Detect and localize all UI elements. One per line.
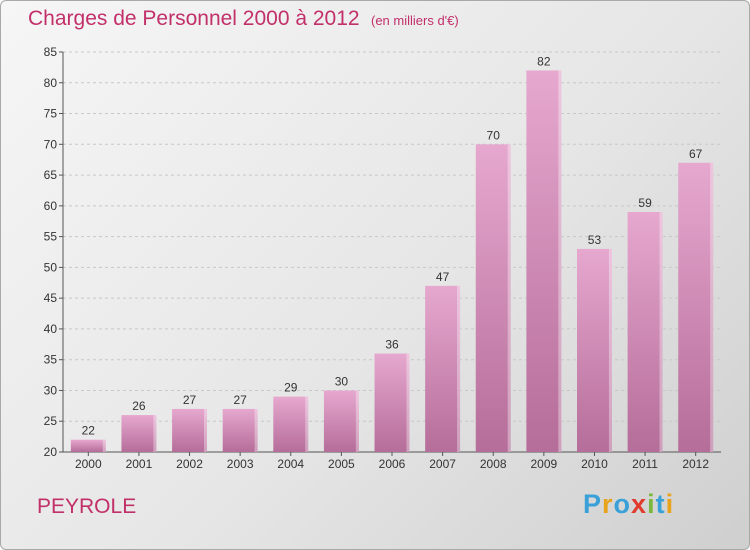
bar-highlight — [507, 144, 511, 453]
bar-highlight — [153, 415, 157, 452]
bar — [678, 162, 714, 452]
logo-letter: P — [583, 489, 603, 519]
bar — [222, 408, 258, 452]
bar-value-label: 27 — [183, 393, 197, 407]
bar-value-label: 22 — [82, 424, 96, 438]
bar — [526, 70, 562, 452]
x-tick-label: 2010 — [581, 457, 608, 471]
bar-value-label: 47 — [436, 270, 450, 284]
x-tick-label: 2012 — [682, 457, 709, 471]
x-tick-label: 2003 — [227, 457, 254, 471]
bar — [425, 285, 461, 452]
bar-value-label: 29 — [284, 381, 298, 395]
bar — [627, 212, 663, 452]
bar-value-label: 70 — [487, 128, 501, 142]
bar-highlight — [558, 70, 562, 452]
bar-highlight — [608, 248, 612, 452]
bar-highlight — [254, 408, 258, 452]
chart-title: Charges de Personnel 2000 à 2012 — [28, 7, 360, 30]
bar — [121, 415, 157, 452]
chart-subtitle: (en milliers d'€) — [371, 13, 459, 28]
bar-highlight — [305, 396, 309, 452]
y-tick-label: 25 — [44, 414, 58, 428]
bar — [273, 396, 309, 452]
bar-value-label: 30 — [335, 374, 349, 388]
x-tick-label: 2006 — [379, 457, 406, 471]
logo-letter: i — [647, 489, 656, 519]
bar-value-label: 53 — [588, 233, 602, 247]
y-tick-label: 75 — [44, 107, 58, 121]
x-tick-label: 2000 — [75, 457, 102, 471]
bar-highlight — [457, 285, 461, 452]
logo-letter: i — [665, 489, 675, 519]
x-tick-label: 2005 — [328, 457, 355, 471]
bar — [172, 408, 208, 452]
y-tick-label: 60 — [44, 199, 58, 213]
bar-highlight — [204, 408, 208, 452]
bar-value-label: 59 — [638, 196, 652, 210]
y-tick-label: 50 — [44, 260, 58, 274]
x-tick-label: 2011 — [632, 457, 658, 471]
logo-letter: o — [613, 489, 632, 519]
bar-value-label: 67 — [689, 147, 703, 161]
bar — [323, 390, 359, 452]
bar — [475, 144, 511, 453]
y-tick-label: 85 — [44, 45, 58, 59]
bar-highlight — [355, 390, 359, 452]
x-tick-label: 2009 — [530, 457, 557, 471]
bar — [374, 353, 410, 452]
bar-highlight — [102, 439, 106, 452]
logo-letter: t — [655, 489, 666, 519]
y-tick-label: 20 — [44, 445, 58, 459]
x-tick-label: 2008 — [480, 457, 507, 471]
proxiti-logo: Proxiti — [583, 489, 674, 520]
bar — [70, 439, 106, 452]
y-tick-label: 40 — [44, 322, 58, 336]
bar-highlight — [659, 212, 663, 452]
x-tick-label: 2004 — [277, 457, 304, 471]
x-tick-label: 2002 — [176, 457, 203, 471]
logo-letter: x — [631, 489, 648, 519]
x-tick-label: 2001 — [126, 457, 153, 471]
y-tick-label: 55 — [44, 230, 58, 244]
bar-value-label: 82 — [537, 54, 551, 68]
logo-letter: r — [602, 489, 614, 519]
y-tick-label: 35 — [44, 353, 58, 367]
y-tick-label: 70 — [44, 137, 58, 151]
bar-highlight — [406, 353, 410, 452]
y-tick-label: 80 — [44, 76, 58, 90]
bar-value-label: 26 — [132, 399, 146, 413]
bar — [576, 248, 612, 452]
bar-highlight — [710, 162, 714, 452]
bar-value-label: 36 — [385, 338, 399, 352]
commune-name: PEYROLE — [37, 495, 137, 518]
y-tick-label: 45 — [44, 291, 58, 305]
x-tick-label: 2007 — [429, 457, 456, 471]
y-tick-label: 30 — [44, 383, 58, 397]
bar-value-label: 27 — [233, 393, 247, 407]
y-tick-label: 65 — [44, 168, 58, 182]
